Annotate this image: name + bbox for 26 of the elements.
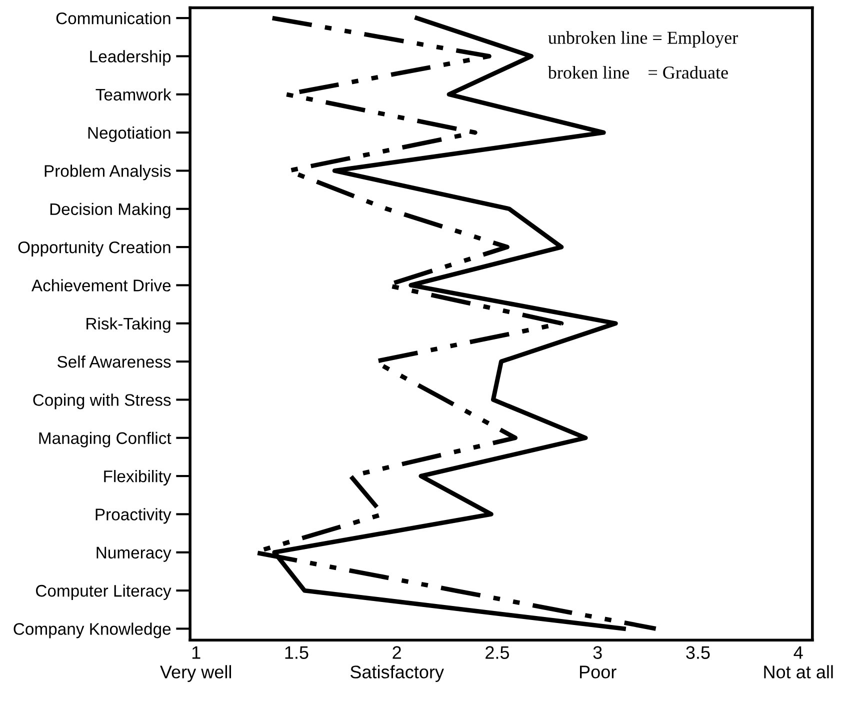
x-tick-label: 2 Satisfactory	[350, 646, 444, 682]
y-tick-label: Risk-Taking	[86, 317, 170, 333]
y-tick-label: Achievement Drive	[31, 279, 171, 292]
y-tick-label: Numeracy	[96, 546, 172, 562]
x-tick-label: 4 Not at all	[764, 646, 833, 678]
x-tick-label: 3 Poor	[580, 646, 616, 678]
y-tick-label: Opportunity Creation	[18, 241, 170, 257]
y-tick-label: Teamwork	[96, 88, 172, 101]
annotation: broken line = Graduate	[548, 66, 728, 79]
annotation: unbroken line = Employer	[548, 31, 738, 48]
y-tick-label: Problem Analysis	[44, 164, 171, 180]
y-tick-label: Company Knowledge	[14, 622, 171, 638]
y-tick-label: Flexibility	[104, 470, 172, 486]
x-tick-label: 2.5	[486, 646, 510, 659]
x-tick-label: 1 Very well	[160, 646, 232, 682]
y-tick-label: Self Awareness	[57, 356, 171, 368]
y-tick-label: Computer Literacy	[36, 584, 172, 600]
y-tick-label: Managing Conflict	[39, 432, 172, 448]
y-tick-label: Negotiation	[88, 126, 170, 142]
x-tick-label: 3.5	[686, 646, 710, 659]
y-tick-label: Leadership	[90, 50, 171, 66]
y-tick-label: Decision Making	[50, 202, 170, 218]
x-tick-label: 1.5	[285, 646, 308, 659]
y-tick-label: Coping with Stress	[33, 394, 171, 410]
y-tick-label: Communication	[56, 12, 170, 24]
y-tick-label: Proactivity	[96, 508, 172, 524]
